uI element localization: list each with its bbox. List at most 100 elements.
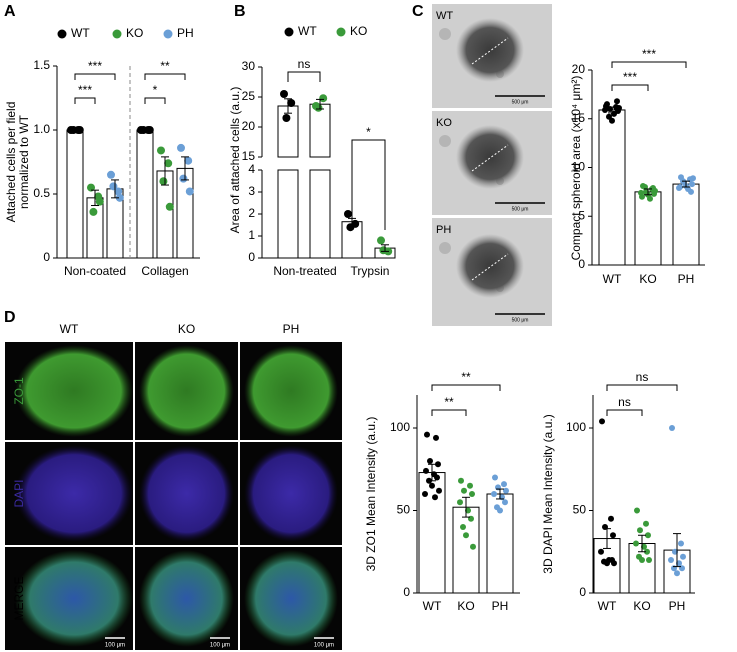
significance-label: *** <box>642 47 656 61</box>
x-tick-label: KO <box>639 272 656 286</box>
panel-letter: D <box>4 309 16 326</box>
bar <box>136 129 154 259</box>
data-point <box>282 114 291 122</box>
x-tick-label: KO <box>633 599 650 613</box>
x-tick-label: Trypsin <box>351 264 390 278</box>
measure-line <box>471 37 509 65</box>
scale-label: 100 μm <box>314 643 334 649</box>
y-axis-label: 3D DAPI Mean Intensity (a.u.) <box>541 414 555 573</box>
row-label: ZO-1 <box>12 377 26 405</box>
y-axis-label: normalized to WT <box>17 114 31 209</box>
y-tick-label: 1.0 <box>33 122 50 136</box>
bar <box>634 191 662 266</box>
chart: 0 50 100 3D ZO1 Mean Intensity (a.u.) WT KO PH… <box>364 370 520 613</box>
measure-line <box>471 253 509 281</box>
y-axis-label: 3D ZO1 Mean Intensity (a.u.) <box>364 417 378 572</box>
legend-label: KO <box>350 24 367 38</box>
chart: 0 0.5 1.0 1.5 Attached cells per field normal… <box>4 26 200 278</box>
data-point <box>429 482 435 489</box>
significance-label: ns <box>618 395 631 409</box>
y-tick-label: 5 <box>578 208 585 222</box>
data-point <box>184 156 193 165</box>
data-point <box>609 117 615 124</box>
image-label: KO <box>436 117 452 129</box>
spheroid <box>139 344 234 438</box>
data-point <box>652 187 658 194</box>
significance-label: * <box>366 125 371 139</box>
significance-bracket <box>606 384 678 391</box>
x-tick-label: Non-treated <box>273 264 336 278</box>
legend-label: KO <box>126 26 143 40</box>
data-point <box>164 159 173 168</box>
data-point <box>157 146 165 155</box>
x-tick-label: KO <box>457 599 474 613</box>
bar <box>309 103 331 158</box>
scale-label: 500 μm <box>512 206 529 212</box>
data-point <box>467 482 473 489</box>
x-tick-label: WT <box>603 272 622 286</box>
data-point <box>610 532 616 539</box>
x-tick-label: WT <box>423 599 442 613</box>
significance-label: ** <box>461 370 471 384</box>
bar <box>277 169 299 259</box>
spheroid <box>244 344 338 438</box>
data-point <box>602 106 608 113</box>
column-label: PH <box>283 322 300 336</box>
data-point <box>458 477 464 484</box>
data-point <box>434 474 440 481</box>
y-tick-label: 50 <box>573 503 587 517</box>
legend-label: WT <box>71 26 90 40</box>
spheroid <box>244 445 338 542</box>
significance-bracket <box>606 409 643 416</box>
spheroid <box>15 445 133 542</box>
column-label: WT <box>60 322 79 336</box>
panel-letter: C <box>412 3 424 20</box>
data-point <box>457 499 463 506</box>
data-point <box>599 418 605 425</box>
data-point <box>424 431 430 438</box>
data-point <box>469 491 475 497</box>
data-point <box>638 189 644 196</box>
significance-bracket <box>74 97 96 104</box>
data-point <box>643 520 649 527</box>
y-axis-label: Compact spheroid area (x10⁴ μm²) <box>569 76 583 261</box>
panel-letter: A <box>4 3 16 20</box>
data-point <box>680 553 686 560</box>
data-point <box>674 570 680 577</box>
data-point <box>89 207 98 216</box>
data-point <box>179 174 188 183</box>
significance-label: ns <box>636 370 649 384</box>
data-point <box>423 467 429 474</box>
y-axis-label: Area of attached cells (a.u.) <box>228 87 242 234</box>
data-point <box>87 183 95 192</box>
data-point <box>669 425 675 431</box>
y-tick-label: 10 <box>572 160 586 174</box>
data-point <box>463 532 469 539</box>
y-tick-label: 50 <box>397 503 411 517</box>
y-tick-label: 100 <box>390 420 410 434</box>
data-point <box>319 94 328 103</box>
y-tick-label: 4 <box>248 162 255 176</box>
data-point <box>145 126 154 134</box>
x-tick-label: Collagen <box>141 264 188 278</box>
data-point <box>668 557 674 563</box>
data-point <box>159 177 168 186</box>
y-tick-label: 0.5 <box>33 186 50 200</box>
spheroid <box>244 550 338 647</box>
x-tick-label: PH <box>492 599 509 613</box>
data-point <box>501 481 507 488</box>
data-point <box>75 126 84 134</box>
scale-label: 500 μm <box>512 317 529 323</box>
significance-label: *** <box>623 70 637 84</box>
spheroid <box>456 18 524 82</box>
legend-marker <box>163 29 173 39</box>
data-point <box>616 105 622 112</box>
image-label: PH <box>436 224 451 236</box>
data-point <box>115 193 124 202</box>
significance-bracket <box>431 409 467 416</box>
data-point <box>688 188 694 195</box>
x-tick-label: PH <box>678 272 695 286</box>
y-axis-label: Attached cells per field <box>4 102 18 223</box>
significance-bracket <box>431 384 501 391</box>
